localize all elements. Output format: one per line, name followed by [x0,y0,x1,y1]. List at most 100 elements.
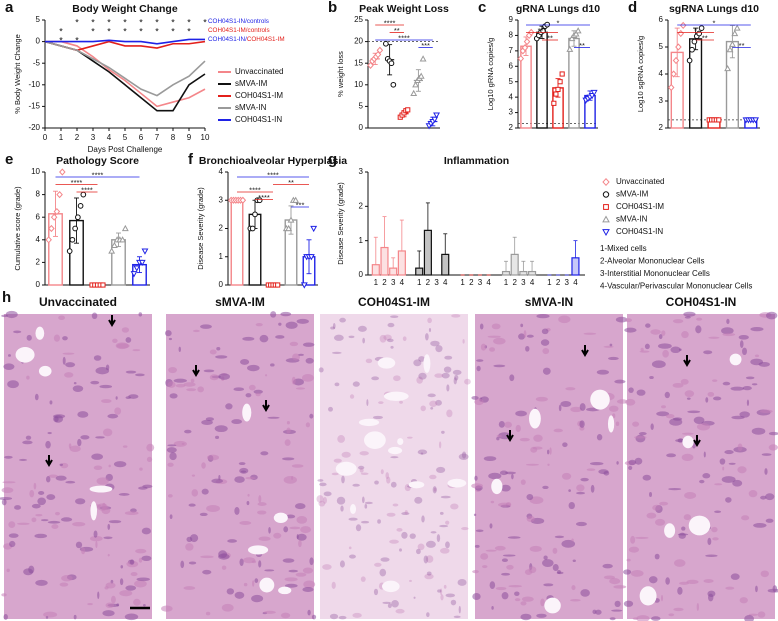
y-tick-label: 4 [36,235,41,244]
tissue-texture [708,336,720,339]
tissue-texture [291,464,304,468]
tissue-texture [202,569,212,575]
tissue-texture [568,501,575,510]
tissue-texture [681,526,686,531]
tissue-texture [726,318,730,325]
significance-label: COH04S1-IN/COH04S1-IM [208,36,285,43]
tissue-texture [458,605,461,614]
tissue-texture [461,527,469,531]
tissue-texture [69,445,81,452]
data-point [405,107,411,113]
airspace [688,515,711,536]
tissue-texture [53,334,61,342]
tissue-texture [75,498,86,505]
legend-label: COH04S1-IM [235,91,283,100]
tissue-texture [173,440,187,447]
tissue-texture [47,520,61,524]
tissue-texture [322,496,328,504]
data-point [138,259,146,267]
tissue-texture [428,328,432,333]
tissue-texture [211,478,224,484]
tissue-texture [139,467,143,471]
tissue-texture [623,569,632,575]
tissue-texture [203,369,215,373]
tissue-texture [674,559,686,567]
tissue-texture [200,324,212,329]
tissue-texture [190,378,195,383]
tissue-texture [730,386,745,391]
tissue-texture [226,588,235,595]
tissue-texture [430,531,437,534]
tissue-texture [725,586,735,590]
tissue-texture [661,405,666,409]
tissue-texture [359,467,364,473]
arrow [262,400,270,412]
tissue-texture [416,548,421,555]
tissue-texture [744,615,754,621]
tissue-texture [536,313,550,319]
x-tick-label: 2 [469,278,474,287]
x-tick-label: 1 [417,278,422,287]
tissue-texture [699,479,705,484]
tissue-texture [672,319,684,324]
legend-label: sMVA-IM [235,79,268,88]
tissue-texture [441,372,450,379]
tissue-texture [445,520,450,525]
tissue-texture [719,458,726,465]
y-tick-label: 6 [659,15,664,24]
tissue-texture [254,578,259,583]
significance-star: * [75,35,79,45]
tissue-texture [2,481,16,484]
tissue-texture [454,374,459,381]
tissue-texture [364,501,373,505]
tissue-texture [496,434,502,438]
tissue-texture [525,345,530,352]
data-point [733,24,741,31]
tissue-texture [282,558,295,563]
tissue-texture [138,312,143,317]
bar [230,199,244,286]
tissue-texture [135,373,145,377]
tissue-texture [16,522,30,525]
tissue-texture [49,400,53,405]
tissue-texture [296,534,299,540]
panel-letter: f [188,151,194,168]
tissue-texture [439,511,444,515]
airspace [358,418,380,427]
tissue-texture [348,335,355,339]
tissue-texture [423,555,429,564]
tissue-texture [45,616,49,619]
data-point [431,116,439,123]
tissue-texture [62,356,66,365]
tissue-texture [360,520,370,524]
tissue-texture [253,389,263,394]
tissue-texture [401,512,410,516]
tissue-texture [8,521,16,529]
tissue-texture [651,616,661,621]
y-tick-label: 6 [509,61,514,70]
tissue-texture [62,336,68,341]
tissue-texture [507,536,521,539]
tissue-texture [480,343,487,351]
tissue-texture [239,558,244,566]
bar [397,250,406,276]
comparison-label: **** [258,193,270,202]
tissue-texture [737,443,743,452]
tissue-texture [439,588,443,596]
tissue-texture [651,360,666,369]
airspace [664,523,676,538]
chart-title: sgRNA Lungs d10 [669,3,759,15]
tissue-texture [225,403,233,410]
y-tick-label: 15 [354,58,363,67]
tissue-texture [278,322,282,326]
tissue-texture [506,564,514,570]
y-tick-label: 9 [509,15,514,24]
tissue-texture [240,470,247,473]
data-point [672,56,680,65]
tissue-texture [764,468,768,475]
tissue-texture [329,613,339,620]
tissue-texture [173,378,187,383]
y-axis-label: Disease Severity (grade) [336,182,345,265]
tissue-texture [739,597,748,604]
